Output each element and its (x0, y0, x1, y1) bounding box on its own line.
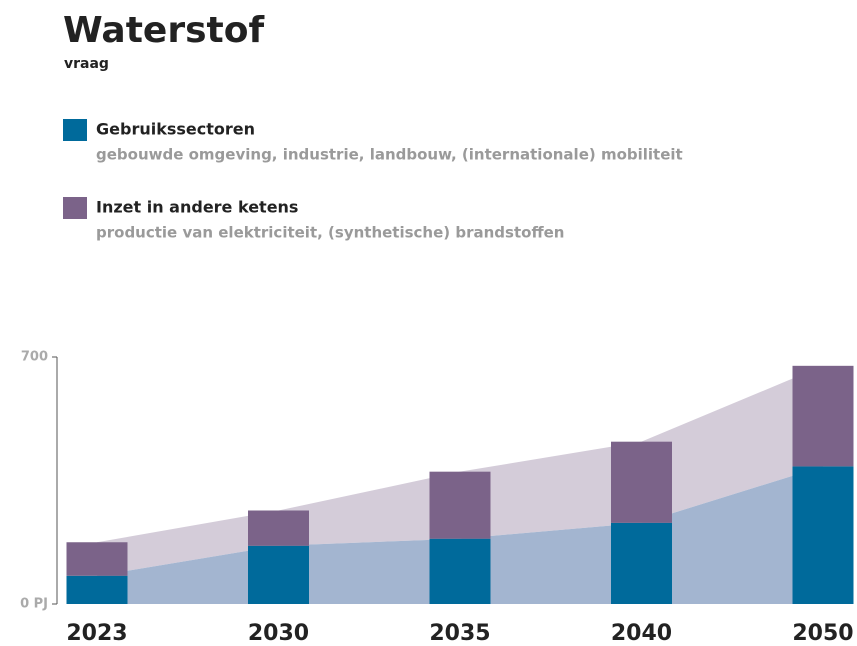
bar (429, 538, 491, 604)
legend-swatch (63, 119, 87, 141)
bar (248, 545, 309, 604)
bar (66, 542, 128, 576)
chart-subtitle: vraag (64, 56, 109, 72)
y-tick-label: 0 PJ (20, 597, 48, 612)
x-tick-label: 2023 (66, 621, 127, 646)
legend-description: gebouwde omgeving, industrie, landbouw, … (96, 146, 683, 164)
legend-swatch (63, 197, 87, 219)
bar (792, 365, 854, 467)
bar (611, 522, 672, 604)
y-tick-label: 700 (21, 350, 48, 365)
x-tick-label: 2035 (429, 621, 490, 646)
legend-label: Gebruikssectoren (96, 120, 255, 139)
x-tick-label: 2040 (611, 621, 672, 646)
x-tick-label: 2050 (792, 621, 853, 646)
bar (792, 466, 854, 604)
bar (429, 471, 491, 539)
legend-description: productie van elektriciteit, (synthetisc… (96, 224, 564, 242)
x-tick-label: 2030 (248, 621, 309, 646)
bar (611, 441, 672, 523)
bar (66, 575, 128, 604)
bar (248, 510, 309, 546)
legend-label: Inzet in andere ketens (96, 198, 298, 217)
chart-title: Waterstof (63, 10, 264, 51)
